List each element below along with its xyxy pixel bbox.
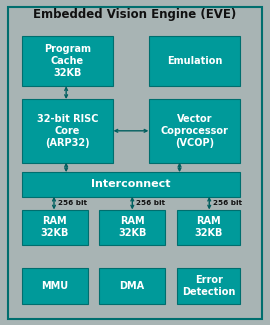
Bar [22,268,88,304]
Bar [99,268,165,304]
Text: RAM
32KB: RAM 32KB [118,216,146,239]
Text: Vector
Coprocessor
(VCOP): Vector Coprocessor (VCOP) [160,114,228,148]
Bar [99,210,165,245]
Text: 256 bit: 256 bit [213,200,242,206]
Text: 32-bit RISC
Core
(ARP32): 32-bit RISC Core (ARP32) [37,114,98,148]
Bar [177,210,240,245]
Text: MMU: MMU [41,281,68,291]
Bar [22,210,88,245]
Text: Interconnect: Interconnect [91,179,171,189]
Bar [177,268,240,304]
Text: RAM
32KB: RAM 32KB [40,216,69,239]
Text: Program
Cache
32KB: Program Cache 32KB [44,44,91,78]
Bar [148,99,240,162]
Text: RAM
32KB: RAM 32KB [194,216,223,239]
Bar [22,99,113,162]
Text: 256 bit: 256 bit [58,200,87,206]
Text: Embedded Vision Engine (EVE): Embedded Vision Engine (EVE) [33,8,237,21]
Text: 256 bit: 256 bit [136,200,165,206]
Bar [22,36,113,86]
Text: DMA: DMA [120,281,145,291]
Text: Error
Detection: Error Detection [182,275,235,297]
Text: Emulation: Emulation [167,56,222,66]
Bar [148,36,240,86]
Bar [22,172,240,197]
